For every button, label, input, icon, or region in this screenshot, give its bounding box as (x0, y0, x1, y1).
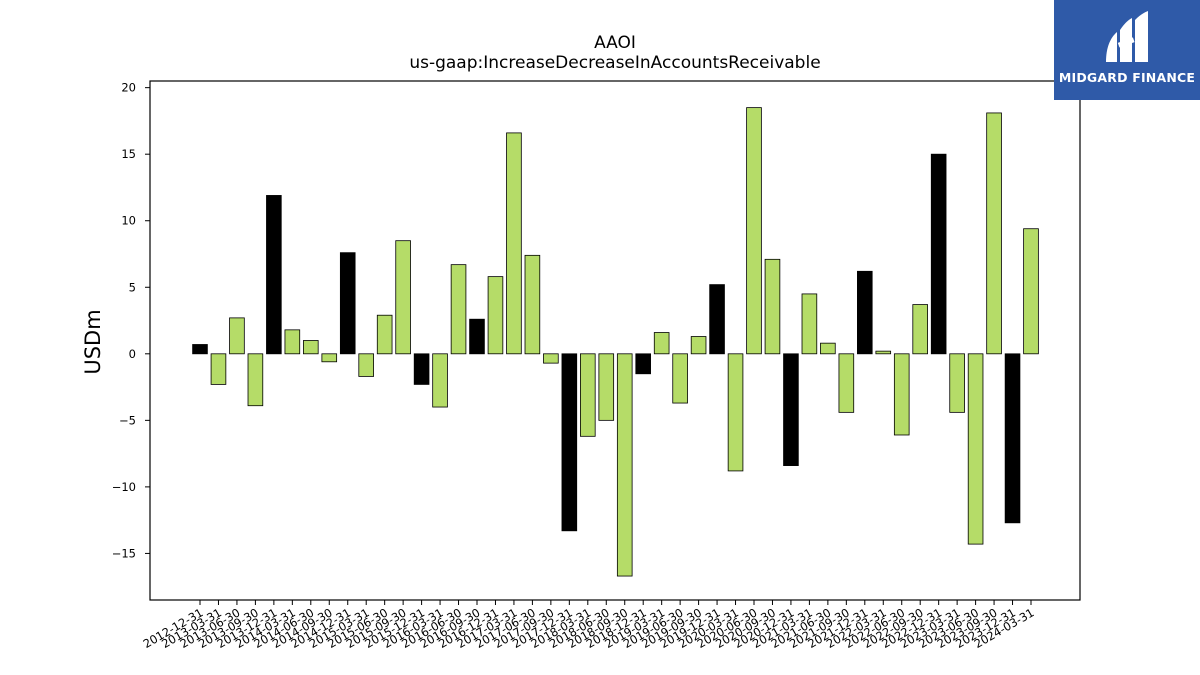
bar-2013-03-31 (210, 353, 227, 385)
bar-2014-03-31 (284, 329, 301, 355)
bar-2021-12-31 (857, 270, 873, 355)
bar-2014-09-30 (321, 353, 338, 363)
bar-2021-06-30 (820, 342, 836, 355)
bar-2013-06-30 (229, 317, 245, 355)
bar-2013-09-30 (247, 353, 264, 407)
logo-text: MIDGARD FINANCE (1058, 70, 1196, 85)
bars-group (192, 107, 1039, 577)
midgard-finance-logo: MIDGARD FINANCE (1054, 0, 1200, 100)
y-tick-label: 15 (121, 147, 136, 161)
bar-2022-09-30 (912, 304, 928, 355)
bar-2022-06-30 (893, 353, 910, 436)
midgard-logo-icon (1106, 11, 1148, 62)
bar-2018-12-31 (635, 353, 651, 375)
bar-2019-09-30 (690, 336, 707, 355)
x-axis: 2012-12-312013-03-312013-06-302013-09-30… (141, 600, 1037, 651)
bar-2017-03-31 (506, 132, 522, 355)
bar-2018-09-30 (616, 353, 633, 577)
bar-2012-12-31 (192, 344, 208, 355)
bar-2015-03-31 (358, 353, 374, 377)
y-axis-label: USDm (81, 309, 105, 374)
bar-2019-03-31 (653, 332, 670, 355)
bar-2020-09-30 (764, 258, 781, 355)
bar-2024-03-31 (1023, 228, 1039, 355)
bar-2020-06-30 (746, 107, 762, 355)
bar-2016-06-30 (450, 264, 467, 355)
y-tick-label: 0 (129, 347, 136, 361)
bar-2018-06-30 (598, 353, 615, 421)
bar-2022-03-31 (875, 350, 892, 355)
bar-2020-12-31 (783, 353, 799, 466)
bar-2021-03-31 (801, 293, 818, 355)
chart-subtitle: us-gaap:IncreaseDecreaseInAccountsReceiv… (409, 53, 820, 73)
bar-2016-12-31 (487, 276, 504, 355)
bar-2017-09-30 (543, 353, 559, 364)
bar-2015-12-31 (413, 353, 430, 385)
bar-2019-06-30 (672, 353, 688, 404)
bar-2016-03-31 (432, 353, 448, 408)
bar-2017-06-30 (524, 254, 541, 355)
y-tick-label: −5 (119, 413, 136, 427)
bar-2019-12-31 (709, 284, 725, 355)
bar-2021-09-30 (838, 353, 855, 413)
y-tick-label: 5 (129, 280, 136, 294)
bar-2016-09-30 (469, 318, 485, 355)
bar-2015-09-30 (395, 240, 411, 355)
y-tick-label: 20 (121, 81, 136, 95)
y-tick-label: −10 (112, 480, 136, 494)
bar-2023-03-31 (949, 353, 965, 413)
y-axis: −15 −10 −5 0 5 10 15 20 (112, 81, 150, 560)
bar-2014-06-30 (303, 340, 319, 355)
bar-2014-12-31 (339, 252, 356, 355)
y-tick-label: 10 (121, 214, 136, 228)
bar-2017-12-31 (561, 353, 578, 532)
y-tick-label: −15 (112, 546, 136, 560)
bar-2023-12-31 (1004, 353, 1021, 524)
plot-frame (149, 80, 1081, 601)
chart-title: AAOI (594, 33, 636, 53)
bar-2020-03-31 (727, 353, 744, 472)
bar-2018-03-31 (580, 353, 596, 437)
bar-2013-12-31 (266, 195, 282, 355)
bar-2015-06-30 (376, 314, 393, 355)
bar-2023-09-30 (986, 112, 1002, 355)
bar-2023-06-30 (967, 353, 984, 545)
bar-2022-12-31 (930, 153, 947, 355)
